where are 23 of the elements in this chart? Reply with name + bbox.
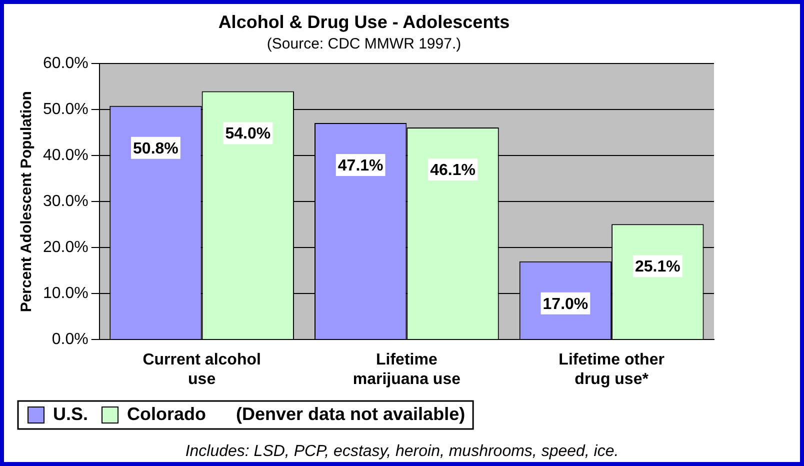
chart-subtitle: (Source: CDC MMWR 1997.) bbox=[266, 36, 462, 53]
y-axis-title: Percent Adolescent Population bbox=[18, 91, 36, 312]
data-label: 25.1% bbox=[634, 258, 680, 276]
y-tick-label: 40.0% bbox=[42, 147, 88, 164]
legend-label: Colorado bbox=[127, 404, 206, 424]
data-label: 46.1% bbox=[430, 162, 476, 179]
data-label: 47.1% bbox=[338, 157, 384, 174]
y-tick-label: 20.0% bbox=[42, 239, 88, 256]
x-tick-label: Lifetime other drug use* bbox=[558, 352, 664, 388]
text: Includes: LSD, PCP, ecstasy, heroin, mushrooms, speed, ice. bbox=[185, 443, 619, 460]
data-label: 54.0% bbox=[225, 126, 271, 143]
data-label: 17.0% bbox=[542, 296, 588, 313]
legend-label: U.S. bbox=[53, 404, 88, 424]
x-tick-label: Current alcohol use bbox=[142, 352, 261, 388]
y-tick-label: 10.0% bbox=[42, 285, 88, 302]
data-label: 50.8% bbox=[133, 140, 178, 158]
y-tick-label: 50.0% bbox=[42, 101, 88, 118]
chart-title: Alcohol & Drug Use - Adolescents bbox=[218, 12, 510, 32]
y-tick-label: 60.0% bbox=[42, 55, 88, 72]
text: (Denver data not available) bbox=[236, 404, 466, 424]
y-tick-label: 0.0% bbox=[52, 331, 88, 348]
x-tick-label: Lifetime marijuana use bbox=[352, 352, 461, 388]
y-tick-label: 30.0% bbox=[42, 193, 88, 210]
